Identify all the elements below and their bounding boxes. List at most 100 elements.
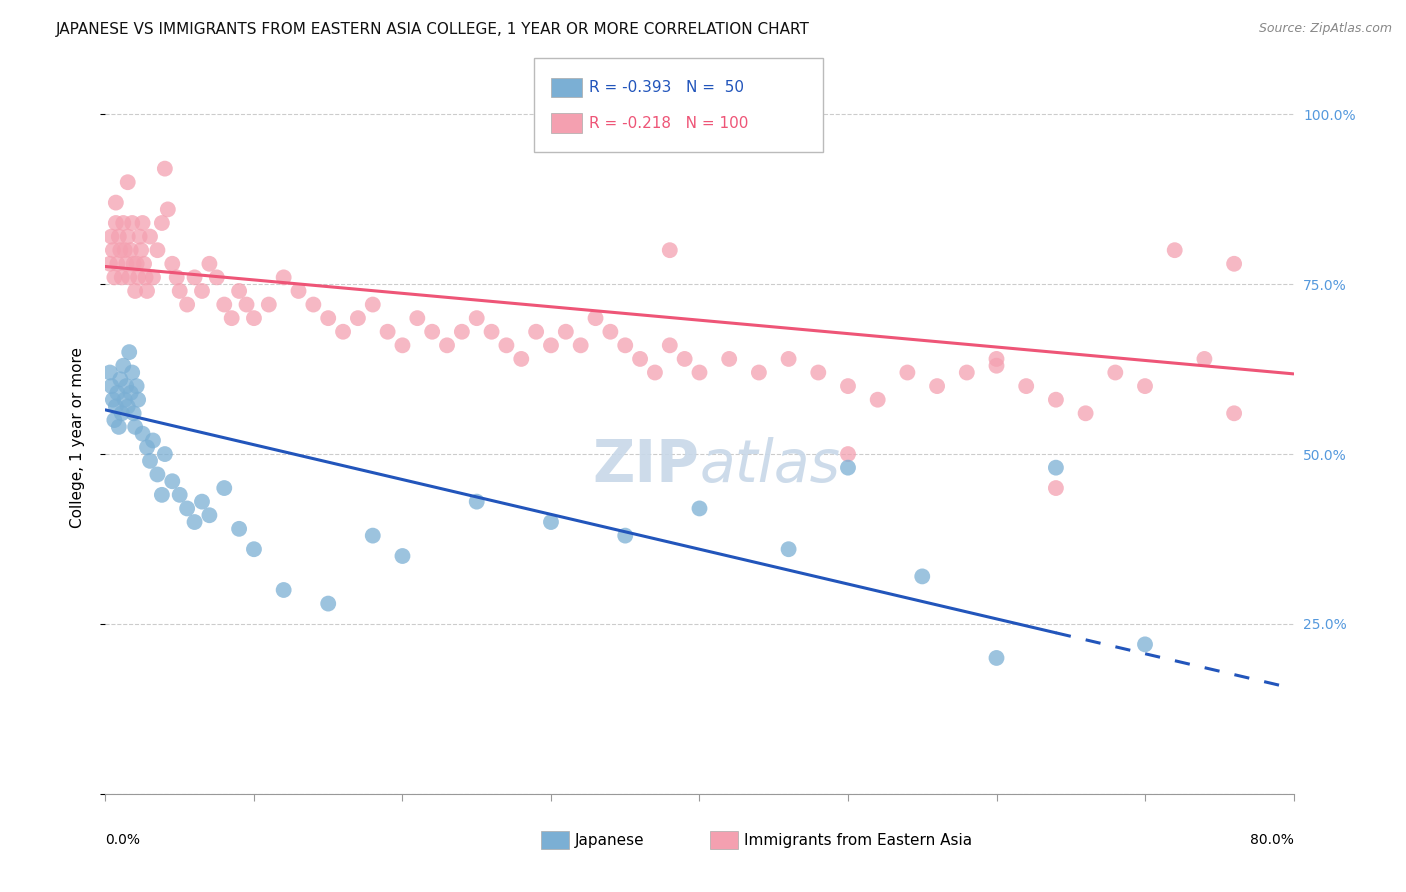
Point xyxy=(911,569,934,583)
Point xyxy=(332,325,354,339)
Point xyxy=(837,460,859,475)
Point xyxy=(495,338,517,352)
Point xyxy=(183,270,205,285)
Point xyxy=(128,229,150,244)
Point xyxy=(117,229,139,244)
Point xyxy=(481,325,503,339)
Point xyxy=(127,392,149,407)
Point xyxy=(228,284,250,298)
Point xyxy=(896,366,918,380)
Point xyxy=(150,488,173,502)
Point xyxy=(176,501,198,516)
Point xyxy=(673,351,696,366)
Point xyxy=(287,284,309,298)
Point xyxy=(1045,481,1067,495)
Point xyxy=(115,257,138,271)
Point xyxy=(689,366,711,380)
Point xyxy=(124,284,146,298)
Point xyxy=(243,542,266,557)
Point xyxy=(112,359,135,373)
Point xyxy=(243,311,266,326)
Point xyxy=(585,311,607,326)
Text: R = -0.393   N =  50: R = -0.393 N = 50 xyxy=(589,80,744,95)
Text: Japanese: Japanese xyxy=(575,833,645,847)
Point xyxy=(169,284,191,298)
Point xyxy=(114,243,136,257)
Point xyxy=(122,257,145,271)
Point xyxy=(257,297,280,311)
Point xyxy=(554,325,576,339)
Point xyxy=(112,216,135,230)
Point xyxy=(142,270,165,285)
Point xyxy=(139,229,162,244)
Point xyxy=(117,400,139,414)
Point xyxy=(124,420,146,434)
Point xyxy=(120,385,142,400)
Point xyxy=(118,345,141,359)
Point xyxy=(135,270,157,285)
Point xyxy=(658,338,681,352)
Point xyxy=(644,366,666,380)
Point xyxy=(169,488,191,502)
Point xyxy=(104,400,127,414)
Point xyxy=(614,338,637,352)
Point xyxy=(420,325,443,339)
Point xyxy=(198,257,221,271)
Point xyxy=(108,420,131,434)
Point xyxy=(347,311,370,326)
Y-axis label: College, 1 year or more: College, 1 year or more xyxy=(70,347,84,527)
Point xyxy=(118,270,141,285)
Point xyxy=(156,202,179,217)
Point xyxy=(866,392,889,407)
Point xyxy=(117,175,139,189)
Point xyxy=(837,447,859,461)
Point xyxy=(114,392,136,407)
Point xyxy=(235,297,257,311)
Point xyxy=(361,297,384,311)
Text: 80.0%: 80.0% xyxy=(1250,833,1294,847)
Point xyxy=(121,216,143,230)
Point xyxy=(1194,351,1216,366)
Text: R = -0.218   N = 100: R = -0.218 N = 100 xyxy=(589,116,748,130)
Point xyxy=(1074,406,1097,420)
Point xyxy=(146,243,169,257)
Point xyxy=(110,372,132,386)
Point xyxy=(228,522,250,536)
Point xyxy=(569,338,592,352)
Point xyxy=(1104,366,1126,380)
Point xyxy=(927,379,949,393)
Text: 0.0%: 0.0% xyxy=(105,833,141,847)
Point xyxy=(131,426,153,441)
Point xyxy=(436,338,458,352)
Point xyxy=(1133,637,1156,651)
Point xyxy=(1223,257,1246,271)
Point xyxy=(120,243,142,257)
Point xyxy=(302,297,325,311)
Point xyxy=(104,195,127,210)
Point xyxy=(121,366,143,380)
Point xyxy=(176,297,198,311)
Point xyxy=(127,270,149,285)
Point xyxy=(101,243,124,257)
Point xyxy=(1045,392,1067,407)
Point xyxy=(105,385,128,400)
Point xyxy=(205,270,228,285)
Point xyxy=(406,311,429,326)
Point xyxy=(628,351,651,366)
Point xyxy=(214,481,236,495)
Point xyxy=(125,379,148,393)
Point xyxy=(125,257,148,271)
Point xyxy=(105,257,128,271)
Point xyxy=(778,542,800,557)
Point xyxy=(748,366,770,380)
Point xyxy=(98,366,121,380)
Point xyxy=(614,528,637,542)
Point xyxy=(136,284,159,298)
Point xyxy=(273,270,295,285)
Point xyxy=(273,582,295,597)
Point xyxy=(103,270,125,285)
Point xyxy=(131,216,153,230)
Point xyxy=(214,297,236,311)
Point xyxy=(1133,379,1156,393)
Point xyxy=(153,447,176,461)
